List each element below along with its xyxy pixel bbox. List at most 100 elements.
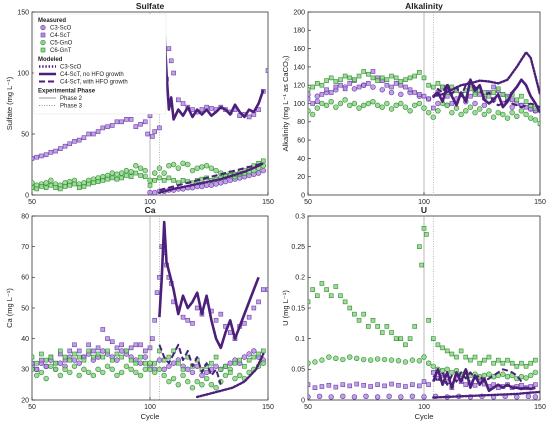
y-tick-label: 0.05 bbox=[291, 367, 305, 374]
legend-heading-measured: Measured bbox=[38, 18, 66, 24]
data-point-c6-gnt bbox=[119, 354, 124, 360]
data-point-c6-gnt bbox=[393, 336, 399, 341]
data-point-c6-gnt bbox=[333, 284, 339, 289]
data-point-c6-gnt bbox=[223, 363, 228, 369]
data-point-c3-sco bbox=[218, 180, 224, 186]
data-point-c5-gno bbox=[337, 100, 344, 107]
data-point-c4-sct bbox=[150, 336, 155, 341]
data-point-c5-gno bbox=[402, 359, 409, 365]
data-point-c4-sct bbox=[251, 305, 257, 311]
data-point-c5-gno bbox=[486, 108, 492, 114]
data-point-c5-gno bbox=[48, 177, 54, 184]
data-point-c5-gno bbox=[32, 180, 35, 186]
data-point-c6-gnt bbox=[417, 70, 422, 75]
data-point-c5-gno bbox=[123, 363, 130, 369]
data-point-c5-gno bbox=[156, 366, 163, 373]
data-point-c4-sct bbox=[308, 382, 311, 387]
data-point-c4-sct bbox=[310, 101, 315, 106]
data-point-c5-gno bbox=[412, 102, 418, 109]
data-point-c6-gnt bbox=[39, 351, 44, 357]
data-point-c5-gno bbox=[374, 102, 381, 109]
data-point-c5-gno bbox=[333, 355, 339, 361]
data-point-c4-sct bbox=[347, 383, 353, 389]
data-point-c5-gno bbox=[95, 366, 101, 373]
data-point-c3-sco bbox=[532, 394, 539, 400]
data-point-c4-sct bbox=[147, 345, 153, 351]
data-point-c6-gnt bbox=[319, 281, 325, 286]
data-point-c6-gnt bbox=[403, 77, 408, 83]
data-point-c6-gnt bbox=[256, 351, 261, 357]
data-point-c6-gnt bbox=[109, 357, 115, 363]
legend-marker bbox=[40, 47, 46, 53]
data-point-c6-gnt bbox=[324, 287, 329, 292]
data-point-c5-gno bbox=[467, 104, 474, 110]
data-point-c3-sco bbox=[374, 394, 381, 400]
data-point-c6-gnt bbox=[161, 178, 167, 183]
data-point-c6-gnt bbox=[124, 348, 129, 354]
data-point-c5-gno bbox=[532, 117, 539, 123]
data-point-c6-gnt bbox=[260, 348, 266, 354]
data-point-c6-gnt bbox=[246, 357, 252, 363]
data-point-c6-gnt bbox=[314, 293, 320, 299]
data-point-c6-gnt bbox=[419, 262, 424, 268]
x-tick-label: 100 bbox=[144, 404, 156, 411]
data-point-c5-gno bbox=[62, 366, 68, 373]
data-point-c4-sct bbox=[472, 382, 478, 388]
y-axis-label: Ca (mg L⁻¹) bbox=[5, 288, 14, 328]
data-point-c5-gno bbox=[421, 354, 427, 360]
data-point-c6-gnt bbox=[128, 174, 134, 179]
data-point-c5-gno bbox=[523, 375, 529, 381]
y-axis-label: Sulfate (mg L⁻¹) bbox=[5, 76, 14, 130]
data-point-c5-gno bbox=[395, 358, 402, 364]
data-point-c4-sct bbox=[354, 381, 360, 387]
data-point-c3-sco bbox=[213, 181, 219, 187]
data-point-c3-sco bbox=[199, 183, 205, 190]
chart-title: Alkalinity bbox=[405, 1, 443, 11]
data-point-c6-gnt bbox=[468, 357, 473, 363]
data-point-c4-sct bbox=[370, 69, 376, 74]
model-line-solid bbox=[158, 220, 260, 350]
data-point-c3-sco bbox=[189, 369, 196, 376]
data-point-c6-gnt bbox=[100, 178, 106, 183]
data-point-c6-gnt bbox=[34, 186, 40, 192]
data-point-c6-gnt bbox=[407, 75, 413, 81]
data-point-c3-sco bbox=[316, 393, 323, 400]
y-tick-label: 30 bbox=[21, 367, 29, 374]
data-point-c5-gno bbox=[43, 180, 49, 186]
data-point-c6-gnt bbox=[514, 363, 520, 369]
legend-item-label: C6-GnT bbox=[50, 48, 72, 54]
data-point-c5-gno bbox=[260, 360, 266, 366]
data-point-c6-gnt bbox=[491, 90, 496, 95]
data-point-c4-sct bbox=[209, 106, 214, 111]
data-point-c3-sco bbox=[379, 87, 385, 93]
data-point-c4-sct bbox=[410, 382, 415, 387]
y-axis-label: U (mg L⁻¹) bbox=[281, 290, 290, 326]
data-point-c3-sco bbox=[260, 167, 266, 174]
data-point-c6-gnt bbox=[114, 351, 120, 357]
legend-item-label: C4-ScT, no HFO growth bbox=[60, 72, 124, 78]
data-point-c4-sct bbox=[384, 82, 390, 88]
data-point-c6-gnt bbox=[412, 73, 418, 79]
data-point-c6-gnt bbox=[458, 348, 464, 354]
data-point-c6-gnt bbox=[67, 357, 73, 363]
data-point-c5-gno bbox=[232, 375, 238, 382]
data-point-c6-gnt bbox=[76, 185, 82, 190]
legend-item-label: C3-ScO bbox=[60, 65, 82, 71]
data-point-c6-gnt bbox=[379, 75, 385, 81]
data-point-c4-sct bbox=[396, 382, 401, 388]
data-point-c6-gnt bbox=[142, 360, 148, 366]
data-point-c4-sct bbox=[426, 382, 431, 387]
legend-heading-phase: Experimental Phase bbox=[38, 89, 96, 95]
data-point-c4-sct bbox=[426, 96, 431, 102]
data-point-c6-gnt bbox=[528, 360, 534, 366]
legend-item-label: Phase 2 bbox=[60, 96, 83, 102]
data-point-c6-gnt bbox=[347, 75, 353, 81]
data-point-c5-gno bbox=[236, 372, 243, 379]
data-point-c5-gno bbox=[388, 357, 395, 363]
data-point-c6-gnt bbox=[53, 360, 58, 366]
data-point-c6-gnt bbox=[375, 324, 380, 329]
data-point-c5-gno bbox=[514, 113, 520, 120]
data-point-c5-gno bbox=[407, 108, 413, 114]
data-point-c5-gno bbox=[246, 369, 252, 376]
data-point-c5-gno bbox=[416, 358, 423, 364]
